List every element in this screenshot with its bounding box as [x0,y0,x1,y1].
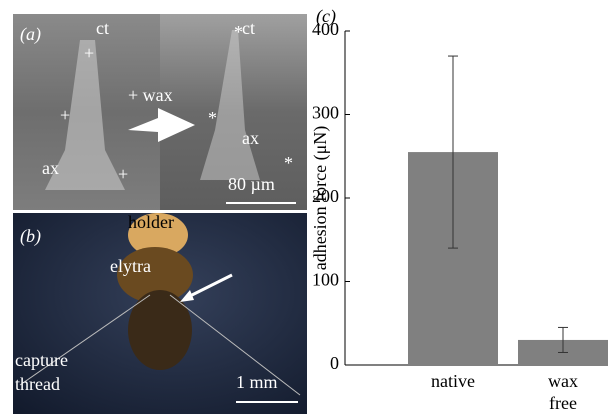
panel-b-image [13,213,307,414]
annotation: + [60,105,70,125]
panel-label: (c) [316,6,336,27]
annotation: elytra [110,256,151,276]
annotation: thread [15,374,60,394]
annotation: holder [128,212,174,232]
y-tick-label: 400 [312,19,339,39]
annotation: 1 mm [236,372,278,392]
panel-label: (b) [20,226,41,247]
y-axis-label: adhesion force (μN) [310,126,331,271]
x-tick-label: wax free [548,371,578,413]
annotation: * [208,108,217,128]
annotation: 80 µm [228,174,275,194]
annotation: + [84,43,94,63]
annotation: ax [42,158,59,178]
annotation: + [118,164,128,184]
annotation: * [234,22,243,42]
annotation: ct [242,18,255,38]
y-tick-label: 200 [312,186,339,206]
y-tick-label: 300 [312,103,339,123]
y-tick-label: 0 [330,353,339,373]
panel-label: (a) [20,24,41,45]
annotation: ct [96,18,109,38]
x-tick-label: native [431,371,475,391]
annotation: capture [15,350,68,370]
annotation: ax [242,128,259,148]
panel-a-image [13,14,307,210]
annotation: + wax [128,85,173,105]
y-tick-label: 100 [312,270,339,290]
annotation: * [284,153,293,173]
